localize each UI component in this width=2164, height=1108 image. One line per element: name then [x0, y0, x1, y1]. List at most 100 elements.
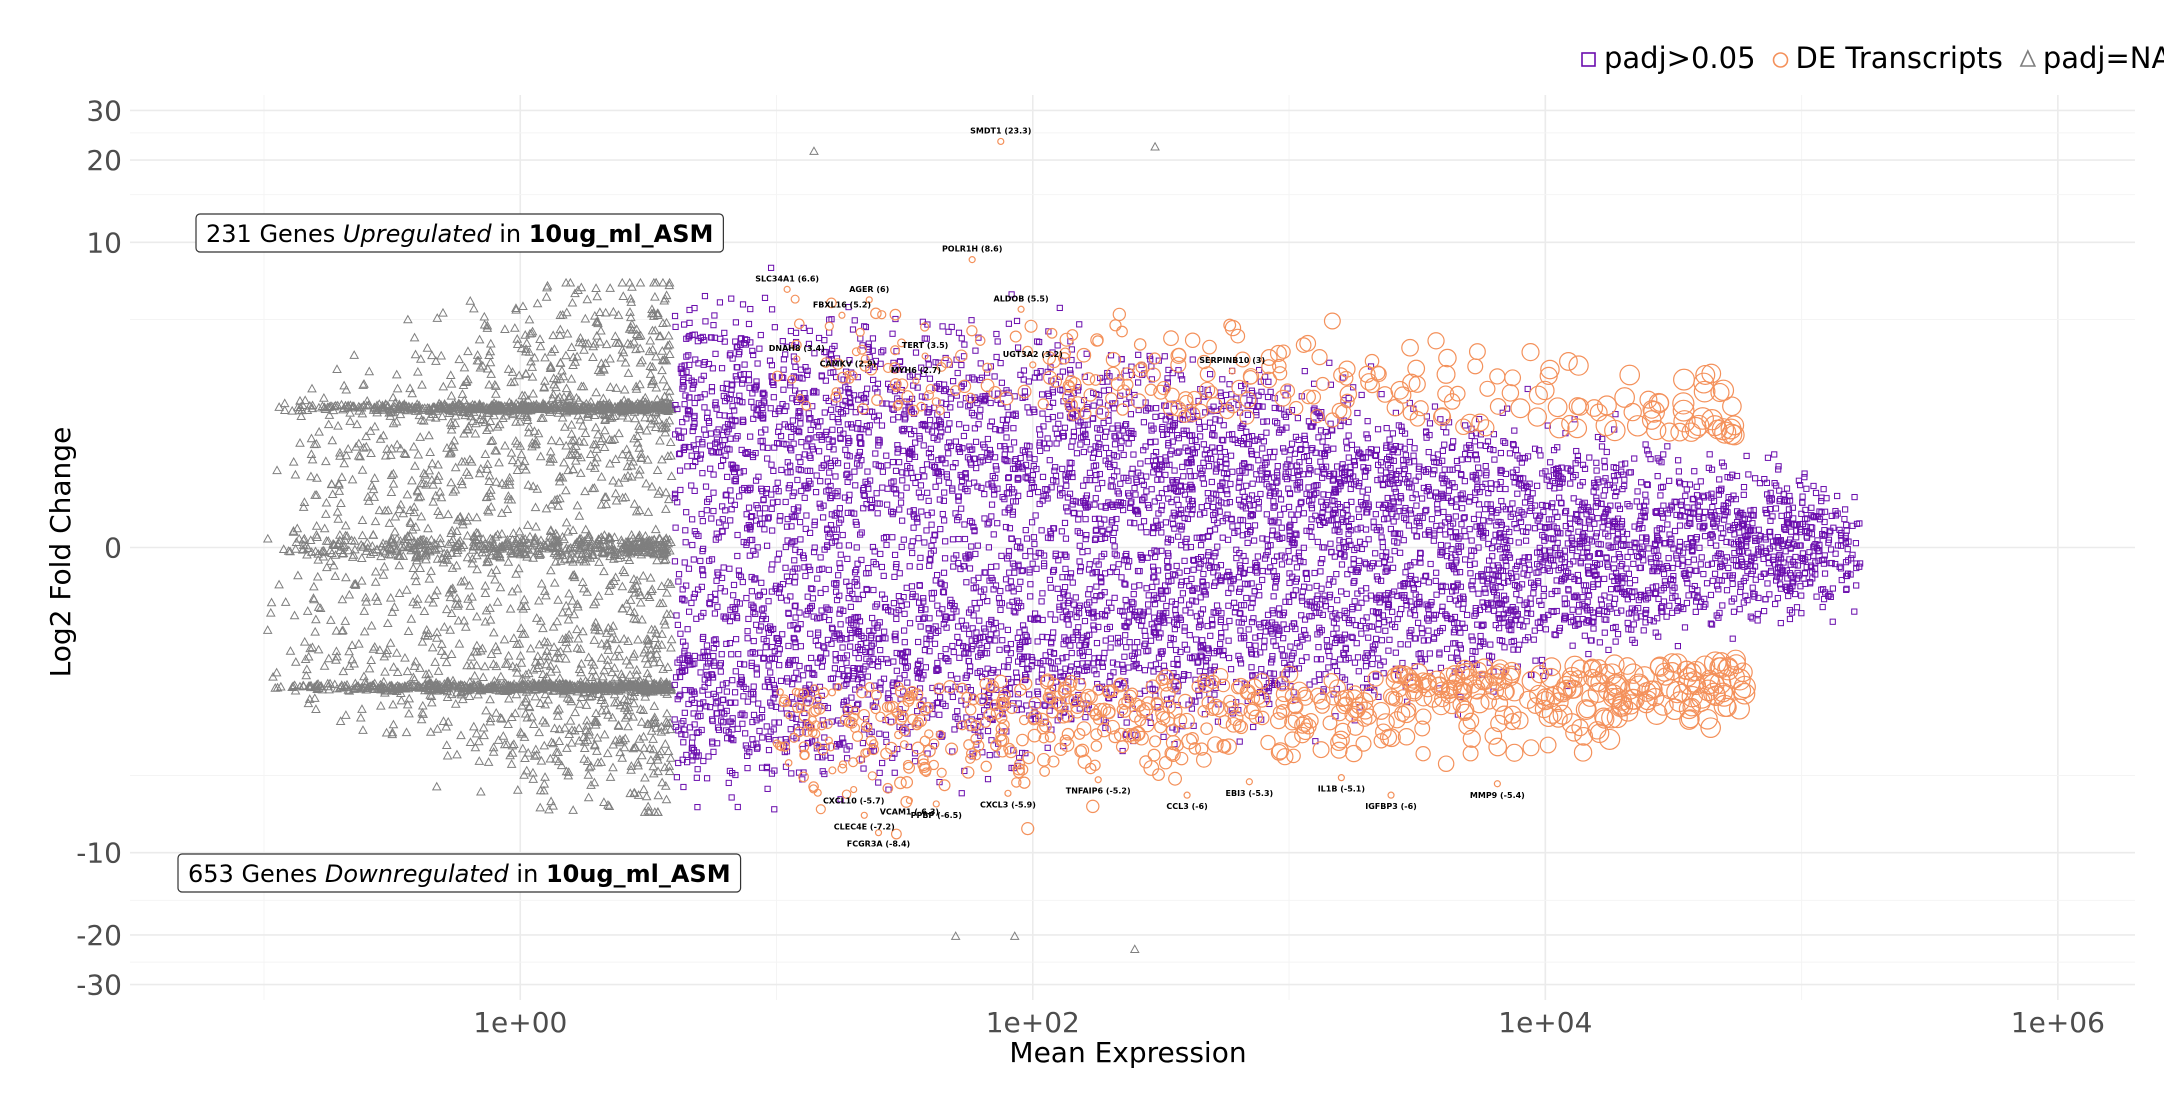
- na-point: [411, 576, 421, 586]
- na-point: [547, 681, 558, 690]
- na-point: [625, 293, 636, 303]
- na-point: [633, 760, 643, 770]
- na-point: [500, 480, 511, 489]
- na-point: [663, 577, 674, 587]
- na-point: [399, 448, 410, 458]
- na-point: [307, 454, 318, 464]
- na-point: [664, 534, 675, 544]
- na-point: [532, 651, 543, 661]
- na-point: [349, 536, 360, 545]
- na-point: [552, 541, 562, 550]
- na-point: [516, 623, 527, 632]
- na-point: [577, 577, 588, 586]
- na-point: [479, 311, 490, 321]
- na-point: [534, 595, 544, 605]
- na-point: [561, 277, 571, 287]
- na-point: [488, 627, 499, 637]
- na-point: [512, 334, 523, 343]
- na-point: [408, 563, 419, 572]
- na-point: [648, 768, 659, 778]
- na-point: [561, 383, 572, 393]
- na-point: [652, 310, 663, 320]
- na-point: [588, 352, 598, 361]
- na-point: [516, 657, 527, 667]
- na-point: [349, 350, 360, 359]
- na-point: [385, 592, 396, 602]
- na-point: [515, 537, 525, 547]
- na-point: [543, 651, 554, 661]
- na-point: [485, 346, 496, 356]
- na-point: [634, 443, 645, 452]
- na-point: [658, 374, 669, 384]
- na-point: [323, 653, 334, 663]
- na-point: [573, 410, 583, 420]
- na-point: [433, 666, 444, 675]
- na-point: [359, 606, 370, 615]
- na-point: [663, 746, 674, 756]
- na-point: [361, 400, 372, 410]
- na-point: [424, 593, 434, 603]
- na-point: [485, 357, 496, 367]
- na-point: [343, 402, 353, 411]
- na-point: [521, 369, 531, 378]
- na-point: [635, 343, 646, 353]
- na-point: [650, 422, 661, 431]
- na-point: [290, 469, 301, 479]
- na-point: [661, 716, 672, 726]
- na-point: [478, 672, 489, 681]
- na-point: [553, 594, 563, 604]
- na-point: [641, 425, 652, 435]
- na-point: [323, 419, 334, 429]
- na-point: [437, 411, 448, 421]
- na-point: [312, 532, 322, 542]
- na-point: [580, 428, 591, 437]
- na-point: [385, 638, 396, 647]
- na-point: [380, 547, 390, 557]
- na-point: [646, 624, 657, 634]
- na-point: [469, 646, 480, 656]
- na-point: [585, 552, 596, 562]
- na-point: [457, 456, 467, 466]
- na-point: [568, 805, 578, 814]
- na-point: [464, 580, 475, 590]
- na-point: [630, 587, 641, 597]
- na-point: [330, 571, 341, 580]
- na-point: [545, 565, 556, 575]
- na-point: [581, 725, 592, 734]
- na-point: [387, 533, 398, 543]
- na-point: [653, 766, 663, 776]
- na-point: [548, 389, 559, 399]
- na-point: [298, 502, 309, 511]
- na-point: [626, 460, 637, 470]
- na-point: [505, 750, 515, 760]
- na-point: [519, 770, 529, 779]
- na-point: [339, 540, 350, 549]
- na-point: [472, 564, 482, 574]
- na-point: [592, 316, 603, 326]
- na-point: [432, 553, 443, 563]
- na-point: [387, 729, 398, 739]
- na-point: [406, 545, 416, 555]
- na-point: [511, 304, 521, 314]
- na-point: [601, 339, 612, 349]
- na-point: [430, 657, 440, 666]
- na-point: [424, 430, 434, 440]
- na-point: [429, 538, 440, 548]
- na-point: [648, 686, 658, 696]
- na-point: [573, 601, 583, 611]
- na-point: [359, 671, 369, 681]
- na-point: [629, 336, 639, 346]
- na-point: [409, 536, 419, 545]
- na-point: [512, 583, 523, 593]
- na-point: [514, 638, 525, 648]
- na-point: [485, 338, 496, 348]
- na-point: [553, 394, 563, 403]
- na-point: [631, 614, 642, 624]
- na-point: [332, 539, 343, 549]
- na-point: [283, 546, 294, 555]
- na-point: [642, 454, 653, 464]
- na-point: [646, 379, 657, 388]
- na-point: [660, 427, 671, 437]
- na-point: [382, 618, 393, 628]
- na-point: [624, 659, 635, 669]
